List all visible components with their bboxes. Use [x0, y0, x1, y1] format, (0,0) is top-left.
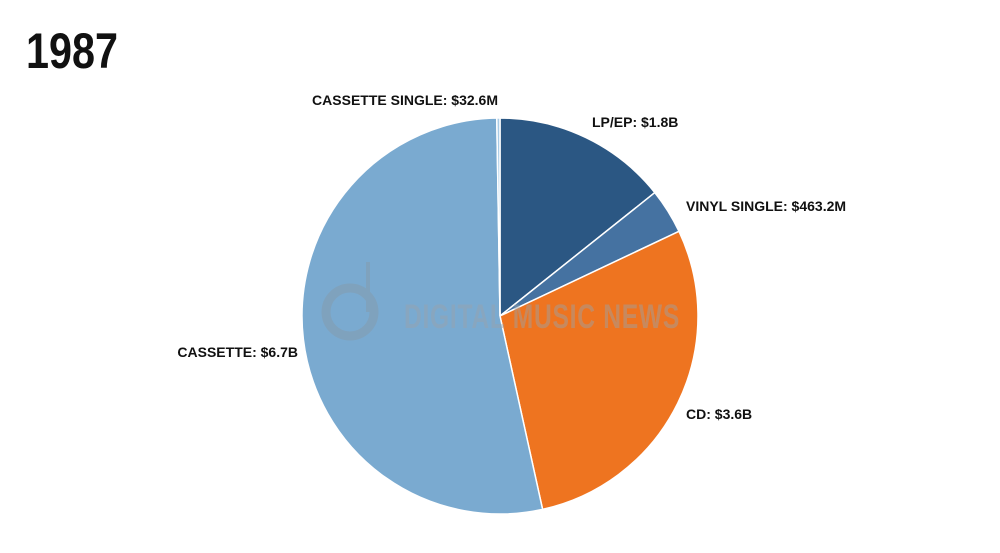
value-label: $6.7B	[261, 344, 298, 360]
category-label: LP/EP:	[592, 114, 637, 130]
slice-label: LP/EP: $1.8B	[592, 114, 678, 130]
slice	[499, 230, 699, 511]
labels: LP/EP: $1.8B VINYL SINGLE: $463.2M CD: $3.…	[177, 92, 846, 422]
value-label: $3.6B	[715, 406, 752, 422]
value-label: $1.8B	[641, 114, 678, 130]
slice-label: CASSETTE: $6.7B	[177, 344, 298, 360]
category-label: CASSETTE:	[177, 344, 256, 360]
pie	[301, 117, 699, 515]
slice-label: CASSETTE SINGLE: $32.6M	[312, 92, 498, 108]
slice	[496, 117, 501, 317]
slice-label: CD: $3.6B	[686, 406, 752, 422]
value-label: $32.6M	[451, 92, 498, 108]
watermark: DIGITAL MUSIC NEWS	[404, 298, 680, 336]
watermark-logo	[321, 262, 379, 341]
category-label: CD:	[686, 406, 711, 422]
category-label: CASSETTE SINGLE:	[312, 92, 447, 108]
slice	[499, 117, 656, 318]
slice	[301, 117, 544, 515]
value-label: $463.2M	[792, 198, 846, 214]
chart-title: 1987	[26, 23, 118, 79]
slice-label: VINYL SINGLE: $463.2M	[686, 198, 846, 214]
category-label: VINYL SINGLE:	[686, 198, 788, 214]
